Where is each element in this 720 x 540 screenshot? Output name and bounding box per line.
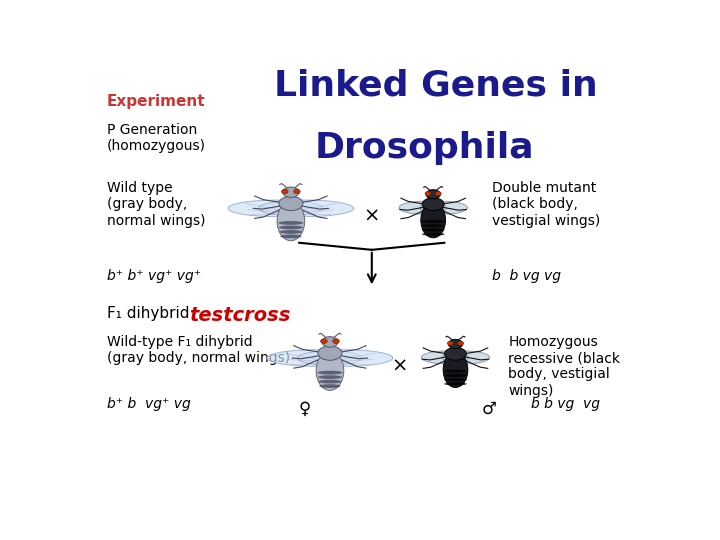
- Ellipse shape: [318, 371, 343, 374]
- Ellipse shape: [447, 341, 453, 345]
- Text: Homozygous
recessive (black
body, vestigial
wings): Homozygous recessive (black body, vestig…: [508, 335, 621, 397]
- Ellipse shape: [280, 234, 302, 238]
- Ellipse shape: [320, 339, 327, 343]
- Ellipse shape: [422, 228, 444, 232]
- Text: Double mutant
(black body,
vestigial wings): Double mutant (black body, vestigial win…: [492, 181, 600, 228]
- Ellipse shape: [279, 197, 303, 211]
- Ellipse shape: [282, 189, 288, 194]
- Ellipse shape: [444, 374, 467, 377]
- Polygon shape: [421, 351, 469, 364]
- Polygon shape: [399, 201, 446, 214]
- Ellipse shape: [422, 220, 444, 223]
- Text: ×: ×: [392, 357, 408, 376]
- Ellipse shape: [319, 380, 341, 383]
- Ellipse shape: [426, 190, 441, 199]
- Ellipse shape: [279, 230, 302, 234]
- Ellipse shape: [316, 351, 343, 390]
- Ellipse shape: [318, 346, 342, 360]
- Ellipse shape: [277, 201, 305, 241]
- Polygon shape: [267, 350, 363, 366]
- Text: ♂: ♂: [482, 400, 496, 417]
- Text: testcross: testcross: [189, 306, 291, 325]
- Ellipse shape: [436, 192, 441, 195]
- Ellipse shape: [294, 189, 300, 194]
- Text: F₁ dihybrid: F₁ dihybrid: [107, 306, 194, 321]
- Ellipse shape: [318, 375, 342, 379]
- Text: Drosophila: Drosophila: [315, 131, 535, 165]
- Polygon shape: [228, 200, 323, 217]
- Text: Experiment: Experiment: [107, 94, 205, 109]
- Ellipse shape: [458, 341, 464, 345]
- Ellipse shape: [279, 221, 303, 225]
- Ellipse shape: [444, 348, 467, 360]
- Text: b  b vg vg: b b vg vg: [492, 268, 561, 282]
- Text: b⁺ b  vg⁺ vg: b⁺ b vg⁺ vg: [107, 397, 191, 411]
- Ellipse shape: [422, 233, 444, 236]
- Ellipse shape: [319, 384, 341, 388]
- Ellipse shape: [422, 198, 444, 211]
- Text: Wild type
(gray body,
normal wings): Wild type (gray body, normal wings): [107, 181, 205, 228]
- Text: ♀: ♀: [299, 400, 311, 417]
- Ellipse shape: [444, 382, 467, 386]
- Text: Wild-type F₁ dihybrid
(gray body, normal wings): Wild-type F₁ dihybrid (gray body, normal…: [107, 335, 290, 365]
- Ellipse shape: [443, 352, 468, 388]
- Ellipse shape: [444, 378, 467, 381]
- Ellipse shape: [425, 192, 431, 195]
- Text: ×: ×: [364, 207, 380, 226]
- Ellipse shape: [444, 369, 467, 373]
- Ellipse shape: [449, 340, 463, 349]
- Text: b b vg  vg: b b vg vg: [531, 397, 600, 411]
- Ellipse shape: [322, 337, 338, 347]
- Polygon shape: [258, 200, 354, 217]
- Text: b⁺ b⁺ vg⁺ vg⁺: b⁺ b⁺ vg⁺ vg⁺: [107, 268, 201, 282]
- Polygon shape: [442, 351, 490, 364]
- Text: Linked Genes in: Linked Genes in: [274, 69, 598, 103]
- Polygon shape: [297, 350, 392, 366]
- Polygon shape: [420, 201, 467, 214]
- Text: P Generation
(homozygous): P Generation (homozygous): [107, 123, 206, 153]
- Ellipse shape: [333, 339, 339, 343]
- Ellipse shape: [420, 202, 446, 238]
- Ellipse shape: [279, 226, 303, 230]
- Ellipse shape: [422, 224, 444, 227]
- Ellipse shape: [283, 187, 299, 198]
